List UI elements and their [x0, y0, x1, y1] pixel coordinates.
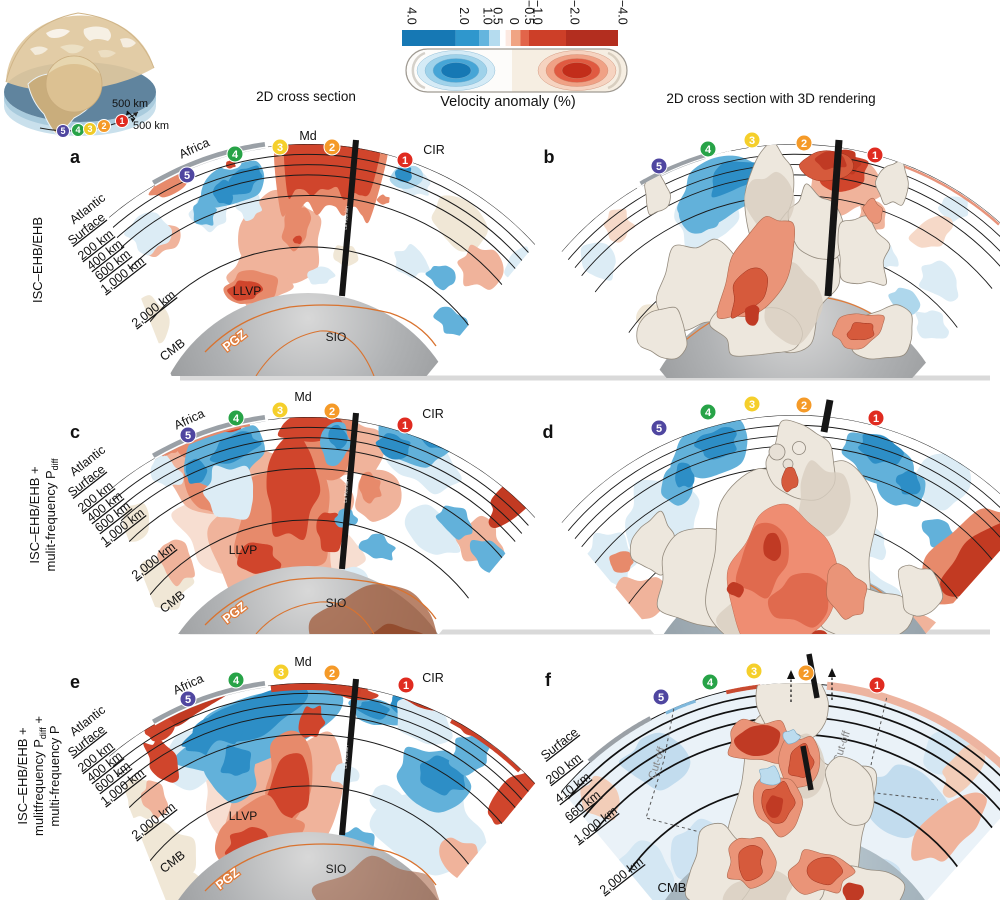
svg-text:500 km: 500 km	[112, 98, 148, 110]
svg-text:ISC–EHB/EHB +: ISC–EHB/EHB +	[27, 466, 42, 563]
svg-text:mulitfrequency Pdiff +: mulitfrequency Pdiff +	[31, 716, 48, 836]
svg-text:mulit-frequency Pdiff: mulit-frequency Pdiff	[43, 458, 60, 571]
svg-text:3: 3	[278, 667, 284, 679]
svg-text:f: f	[545, 670, 552, 690]
svg-text:1: 1	[872, 150, 878, 162]
svg-text:0: 0	[507, 18, 521, 25]
svg-text:1: 1	[402, 420, 408, 432]
svg-text:4: 4	[707, 677, 714, 689]
svg-text:4: 4	[233, 413, 240, 425]
svg-text:4.0: 4.0	[405, 7, 419, 24]
svg-text:a: a	[70, 147, 81, 167]
svg-text:SIO: SIO	[326, 862, 347, 876]
svg-text:4: 4	[75, 125, 80, 135]
svg-text:2D cross section: 2D cross section	[256, 89, 356, 104]
svg-text:LLVP: LLVP	[229, 543, 257, 557]
svg-text:5: 5	[184, 170, 190, 182]
svg-text:3: 3	[751, 666, 757, 678]
svg-text:CIR: CIR	[423, 143, 445, 157]
svg-text:ISC–EHB/EHB: ISC–EHB/EHB	[30, 217, 45, 303]
svg-text:SIO: SIO	[326, 330, 347, 344]
svg-text:c: c	[70, 422, 80, 442]
svg-text:−2.0: −2.0	[568, 0, 582, 25]
svg-text:3: 3	[749, 399, 755, 411]
svg-text:1: 1	[403, 680, 409, 692]
svg-text:LLVP: LLVP	[233, 284, 261, 298]
svg-text:2: 2	[329, 142, 335, 154]
svg-text:Md: Md	[294, 655, 311, 669]
svg-text:La Réunion: La Réunion	[343, 745, 350, 769]
svg-text:3: 3	[277, 405, 283, 417]
svg-text:4: 4	[233, 675, 240, 687]
svg-text:La Réunion: La Réunion	[343, 479, 350, 503]
svg-text:2: 2	[329, 406, 335, 418]
svg-text:e: e	[70, 672, 80, 692]
svg-text:3: 3	[277, 142, 283, 154]
svg-text:2.0: 2.0	[457, 7, 471, 24]
svg-text:4: 4	[705, 144, 712, 156]
svg-text:2: 2	[329, 668, 335, 680]
svg-text:4: 4	[705, 407, 712, 419]
svg-text:1: 1	[874, 680, 880, 692]
svg-text:LLVP: LLVP	[229, 809, 257, 823]
svg-text:d: d	[543, 422, 554, 442]
svg-text:5: 5	[656, 423, 662, 435]
svg-text:5: 5	[185, 694, 191, 706]
svg-text:Md: Md	[294, 390, 311, 404]
svg-text:2: 2	[803, 668, 809, 680]
svg-text:0.5: 0.5	[491, 7, 505, 24]
svg-text:1: 1	[119, 116, 124, 126]
svg-text:CMB: CMB	[658, 880, 687, 895]
svg-text:La Réunion: La Réunion	[343, 206, 350, 230]
svg-text:1: 1	[873, 413, 879, 425]
svg-text:5: 5	[658, 692, 664, 704]
svg-text:multi-frequency P: multi-frequency P	[47, 725, 62, 826]
svg-text:CIR: CIR	[422, 671, 444, 685]
svg-text:b: b	[544, 147, 555, 167]
svg-text:2: 2	[801, 400, 807, 412]
svg-text:4: 4	[232, 149, 239, 161]
svg-text:1: 1	[402, 155, 408, 167]
svg-text:500 km: 500 km	[133, 120, 169, 132]
svg-text:−4.0: −4.0	[616, 0, 630, 25]
svg-text:Md: Md	[299, 129, 316, 143]
svg-text:3: 3	[87, 124, 92, 134]
svg-text:2D cross section with 3D rende: 2D cross section with 3D rendering	[666, 91, 875, 106]
svg-text:5: 5	[656, 161, 662, 173]
svg-text:5: 5	[60, 126, 65, 136]
svg-text:Velocity anomaly (%): Velocity anomaly (%)	[440, 94, 575, 110]
svg-text:CIR: CIR	[422, 407, 444, 421]
svg-text:−1.0: −1.0	[531, 0, 545, 25]
svg-text:2: 2	[101, 121, 106, 131]
svg-text:5: 5	[185, 430, 191, 442]
svg-text:1.0: 1.0	[481, 7, 495, 24]
svg-text:2: 2	[801, 138, 807, 150]
svg-text:ISC–EHB/EHB +: ISC–EHB/EHB +	[15, 727, 30, 824]
svg-text:−0.5: −0.5	[522, 0, 536, 25]
svg-text:SIO: SIO	[326, 596, 347, 610]
svg-text:3: 3	[749, 135, 755, 147]
